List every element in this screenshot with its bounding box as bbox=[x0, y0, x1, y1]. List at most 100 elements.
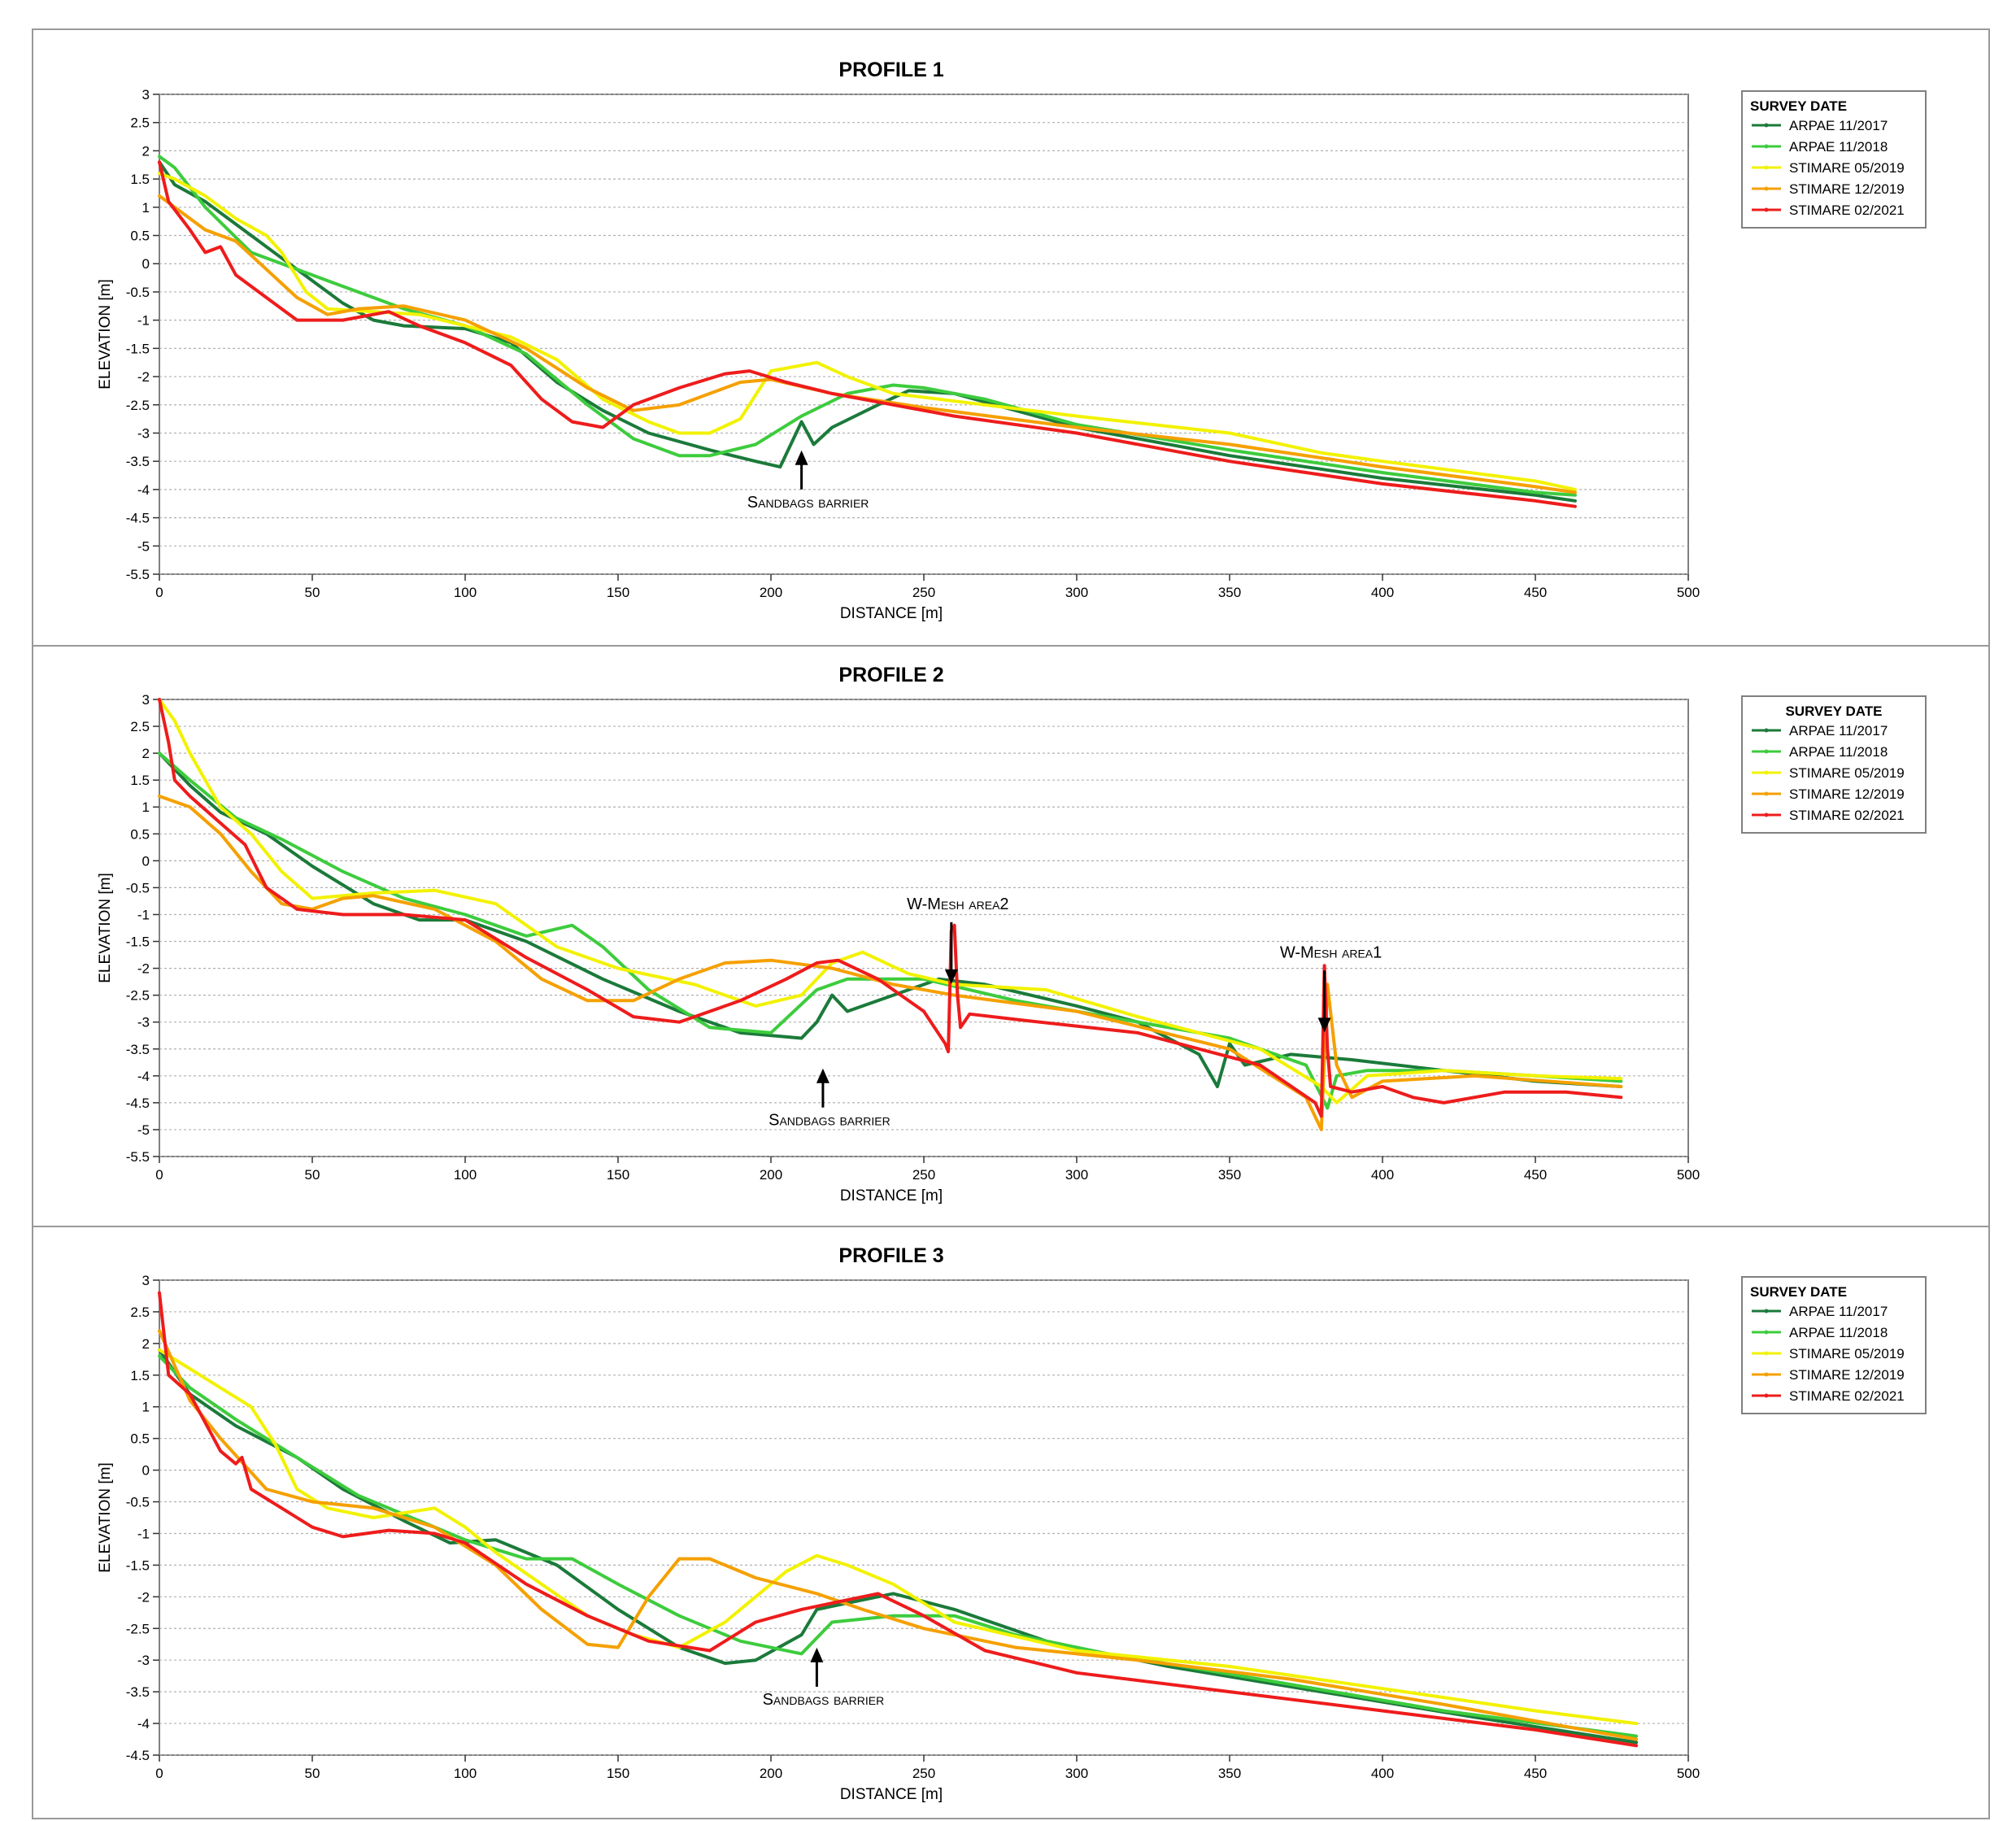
x-tick-label: 400 bbox=[1371, 1766, 1394, 1781]
annotation-arrow-head bbox=[816, 1068, 829, 1083]
x-tick-label: 200 bbox=[760, 585, 782, 600]
x-tick-label: 300 bbox=[1065, 1766, 1088, 1781]
annotation-arrow-head bbox=[1317, 1017, 1331, 1033]
y-tick-label: -1 bbox=[137, 313, 150, 329]
y-tick-label: -1.5 bbox=[126, 934, 150, 950]
series-line-arpae-11-2017 bbox=[158, 160, 1577, 503]
chart-panel-3: PROFILE 3 3 2.5 2 1.5 1 0.5 0 -0.5 -1 -1.5 -2 -2.5 -3… bbox=[97, 1244, 1927, 1803]
y-tick-label: -1.5 bbox=[126, 341, 150, 356]
y-tick-label: 1.5 bbox=[130, 773, 150, 788]
x-tick-label: 450 bbox=[1524, 585, 1547, 600]
x-tick-label: 300 bbox=[1065, 1167, 1088, 1183]
x-tick-label: 400 bbox=[1371, 585, 1394, 600]
y-tick-label: 3 bbox=[142, 87, 150, 102]
y-tick-label: 0.5 bbox=[130, 826, 150, 842]
y-tick-label: -4 bbox=[137, 1716, 150, 1732]
y-tick-label: 2.5 bbox=[130, 1305, 150, 1320]
y-tick-label: -2 bbox=[137, 369, 150, 385]
x-tick-label: 150 bbox=[607, 1766, 629, 1781]
y-tick-label: -4 bbox=[137, 1069, 150, 1084]
charts-container: PROFILE 1 3 2.5 2 1.5 1 0.5 0 -0.5 -1 -1.5 -2 -2.5 -3… bbox=[97, 59, 1927, 1803]
x-tick-label: 200 bbox=[760, 1766, 782, 1781]
legend-item-label: ARPAE 11/2018 bbox=[1789, 139, 1888, 155]
x-tick-label: 100 bbox=[454, 1167, 477, 1183]
y-tick-label: 0 bbox=[142, 853, 150, 869]
x-tick-label: 50 bbox=[305, 585, 320, 600]
legend-title: SURVEY DATE bbox=[1750, 98, 1847, 114]
y-tick-label: -2.5 bbox=[126, 1621, 150, 1636]
y-tick-label: -4.5 bbox=[126, 1748, 150, 1763]
legend-marker bbox=[1764, 791, 1769, 796]
y-tick-label: 0 bbox=[142, 256, 150, 272]
y-tick-label: -4.5 bbox=[126, 1096, 150, 1111]
legend-item-label: ARPAE 11/2017 bbox=[1789, 1304, 1888, 1319]
series-line-stimare-12-2019 bbox=[158, 795, 1623, 1131]
x-tick-label: 500 bbox=[1677, 1766, 1700, 1781]
x-tick-label: 100 bbox=[454, 585, 477, 600]
legend-item-label: ARPAE 11/2017 bbox=[1789, 118, 1888, 133]
y-tick-label: 1.5 bbox=[130, 172, 150, 187]
chart-title: PROFILE 1 bbox=[838, 59, 943, 81]
legend-item-label: STIMARE 12/2019 bbox=[1789, 786, 1905, 802]
y-tick-label: -2 bbox=[137, 961, 150, 977]
legend-item-label: STIMARE 12/2019 bbox=[1789, 1367, 1905, 1383]
y-tick-label: -3.5 bbox=[126, 1684, 150, 1700]
y-tick-label: 2 bbox=[142, 1336, 150, 1352]
chart-title: PROFILE 2 bbox=[838, 664, 943, 686]
y-axis-label: ELEVATION [m] bbox=[97, 279, 114, 390]
legend-item-label: STIMARE 05/2019 bbox=[1789, 160, 1905, 176]
plot-area bbox=[159, 1279, 1689, 1756]
series-line-arpae-11-2018 bbox=[158, 751, 1623, 1110]
legend-box bbox=[1741, 695, 1927, 834]
legend-marker bbox=[1764, 728, 1769, 733]
y-tick-label: -0.5 bbox=[126, 880, 150, 895]
chart-panel-2: PROFILE 2 3 2.5 2 1.5 1 0.5 0 -0.5 -1 -1.5 -2 -2.5 -3… bbox=[97, 664, 1927, 1205]
legend-item-label: STIMARE 02/2021 bbox=[1789, 808, 1905, 823]
legend-marker bbox=[1764, 207, 1769, 212]
y-tick-label: 1.5 bbox=[130, 1368, 150, 1383]
x-tick-label: 50 bbox=[305, 1766, 320, 1781]
y-tick-label: 2 bbox=[142, 746, 150, 761]
y-tick-label: -3 bbox=[137, 1653, 150, 1668]
x-tick-label: 450 bbox=[1524, 1167, 1547, 1183]
y-tick-label: -2.5 bbox=[126, 398, 150, 413]
y-tick-label: -1 bbox=[137, 907, 150, 922]
x-tick-label: 250 bbox=[912, 1167, 935, 1183]
series-line-stimare-02-2021 bbox=[158, 1291, 1639, 1748]
annotation-arrow-head bbox=[810, 1647, 824, 1662]
y-tick-label: -5 bbox=[137, 1122, 150, 1138]
x-axis-label: DISTANCE [m] bbox=[840, 605, 943, 622]
x-axis-label: DISTANCE [m] bbox=[840, 1786, 943, 1803]
series-line-stimare-05-2019 bbox=[158, 172, 1577, 491]
legend-marker bbox=[1764, 1330, 1769, 1335]
y-tick-label: -3 bbox=[137, 425, 150, 441]
legend-item-label: ARPAE 11/2017 bbox=[1789, 723, 1888, 738]
legend-box bbox=[1741, 1276, 1927, 1414]
annotation-label: Sandbags barrier bbox=[747, 494, 869, 512]
legend-marker bbox=[1764, 749, 1769, 754]
legend-item-label: STIMARE 12/2019 bbox=[1789, 181, 1905, 197]
annotation-arrow-head bbox=[795, 450, 808, 465]
x-tick-label: 150 bbox=[607, 1167, 629, 1183]
legend-marker bbox=[1764, 1309, 1769, 1313]
y-tick-label: 0.5 bbox=[130, 229, 150, 244]
chart-title: PROFILE 3 bbox=[838, 1244, 943, 1267]
legend-marker bbox=[1764, 123, 1769, 128]
chart-panel-1: PROFILE 1 3 2.5 2 1.5 1 0.5 0 -0.5 -1 -1.5 -2 -2.5 -3… bbox=[97, 59, 1927, 622]
y-tick-label: -5 bbox=[137, 538, 150, 554]
y-tick-label: 1 bbox=[142, 799, 150, 815]
annotation-label: W-Mesh area1 bbox=[1280, 943, 1382, 961]
x-tick-label: 350 bbox=[1218, 1766, 1241, 1781]
series-line-stimare-02-2021 bbox=[158, 698, 1623, 1118]
y-tick-label: -0.5 bbox=[126, 1495, 150, 1510]
legend-marker bbox=[1764, 1393, 1769, 1398]
legend-marker bbox=[1764, 165, 1769, 170]
x-tick-label: 250 bbox=[912, 585, 935, 600]
legend-marker bbox=[1764, 812, 1769, 817]
legend-item-label: STIMARE 02/2021 bbox=[1789, 203, 1905, 218]
y-tick-label: -4.5 bbox=[126, 511, 150, 526]
y-tick-label: 0.5 bbox=[130, 1431, 150, 1447]
x-tick-label: 250 bbox=[912, 1766, 935, 1781]
y-tick-label: 0 bbox=[142, 1463, 150, 1479]
